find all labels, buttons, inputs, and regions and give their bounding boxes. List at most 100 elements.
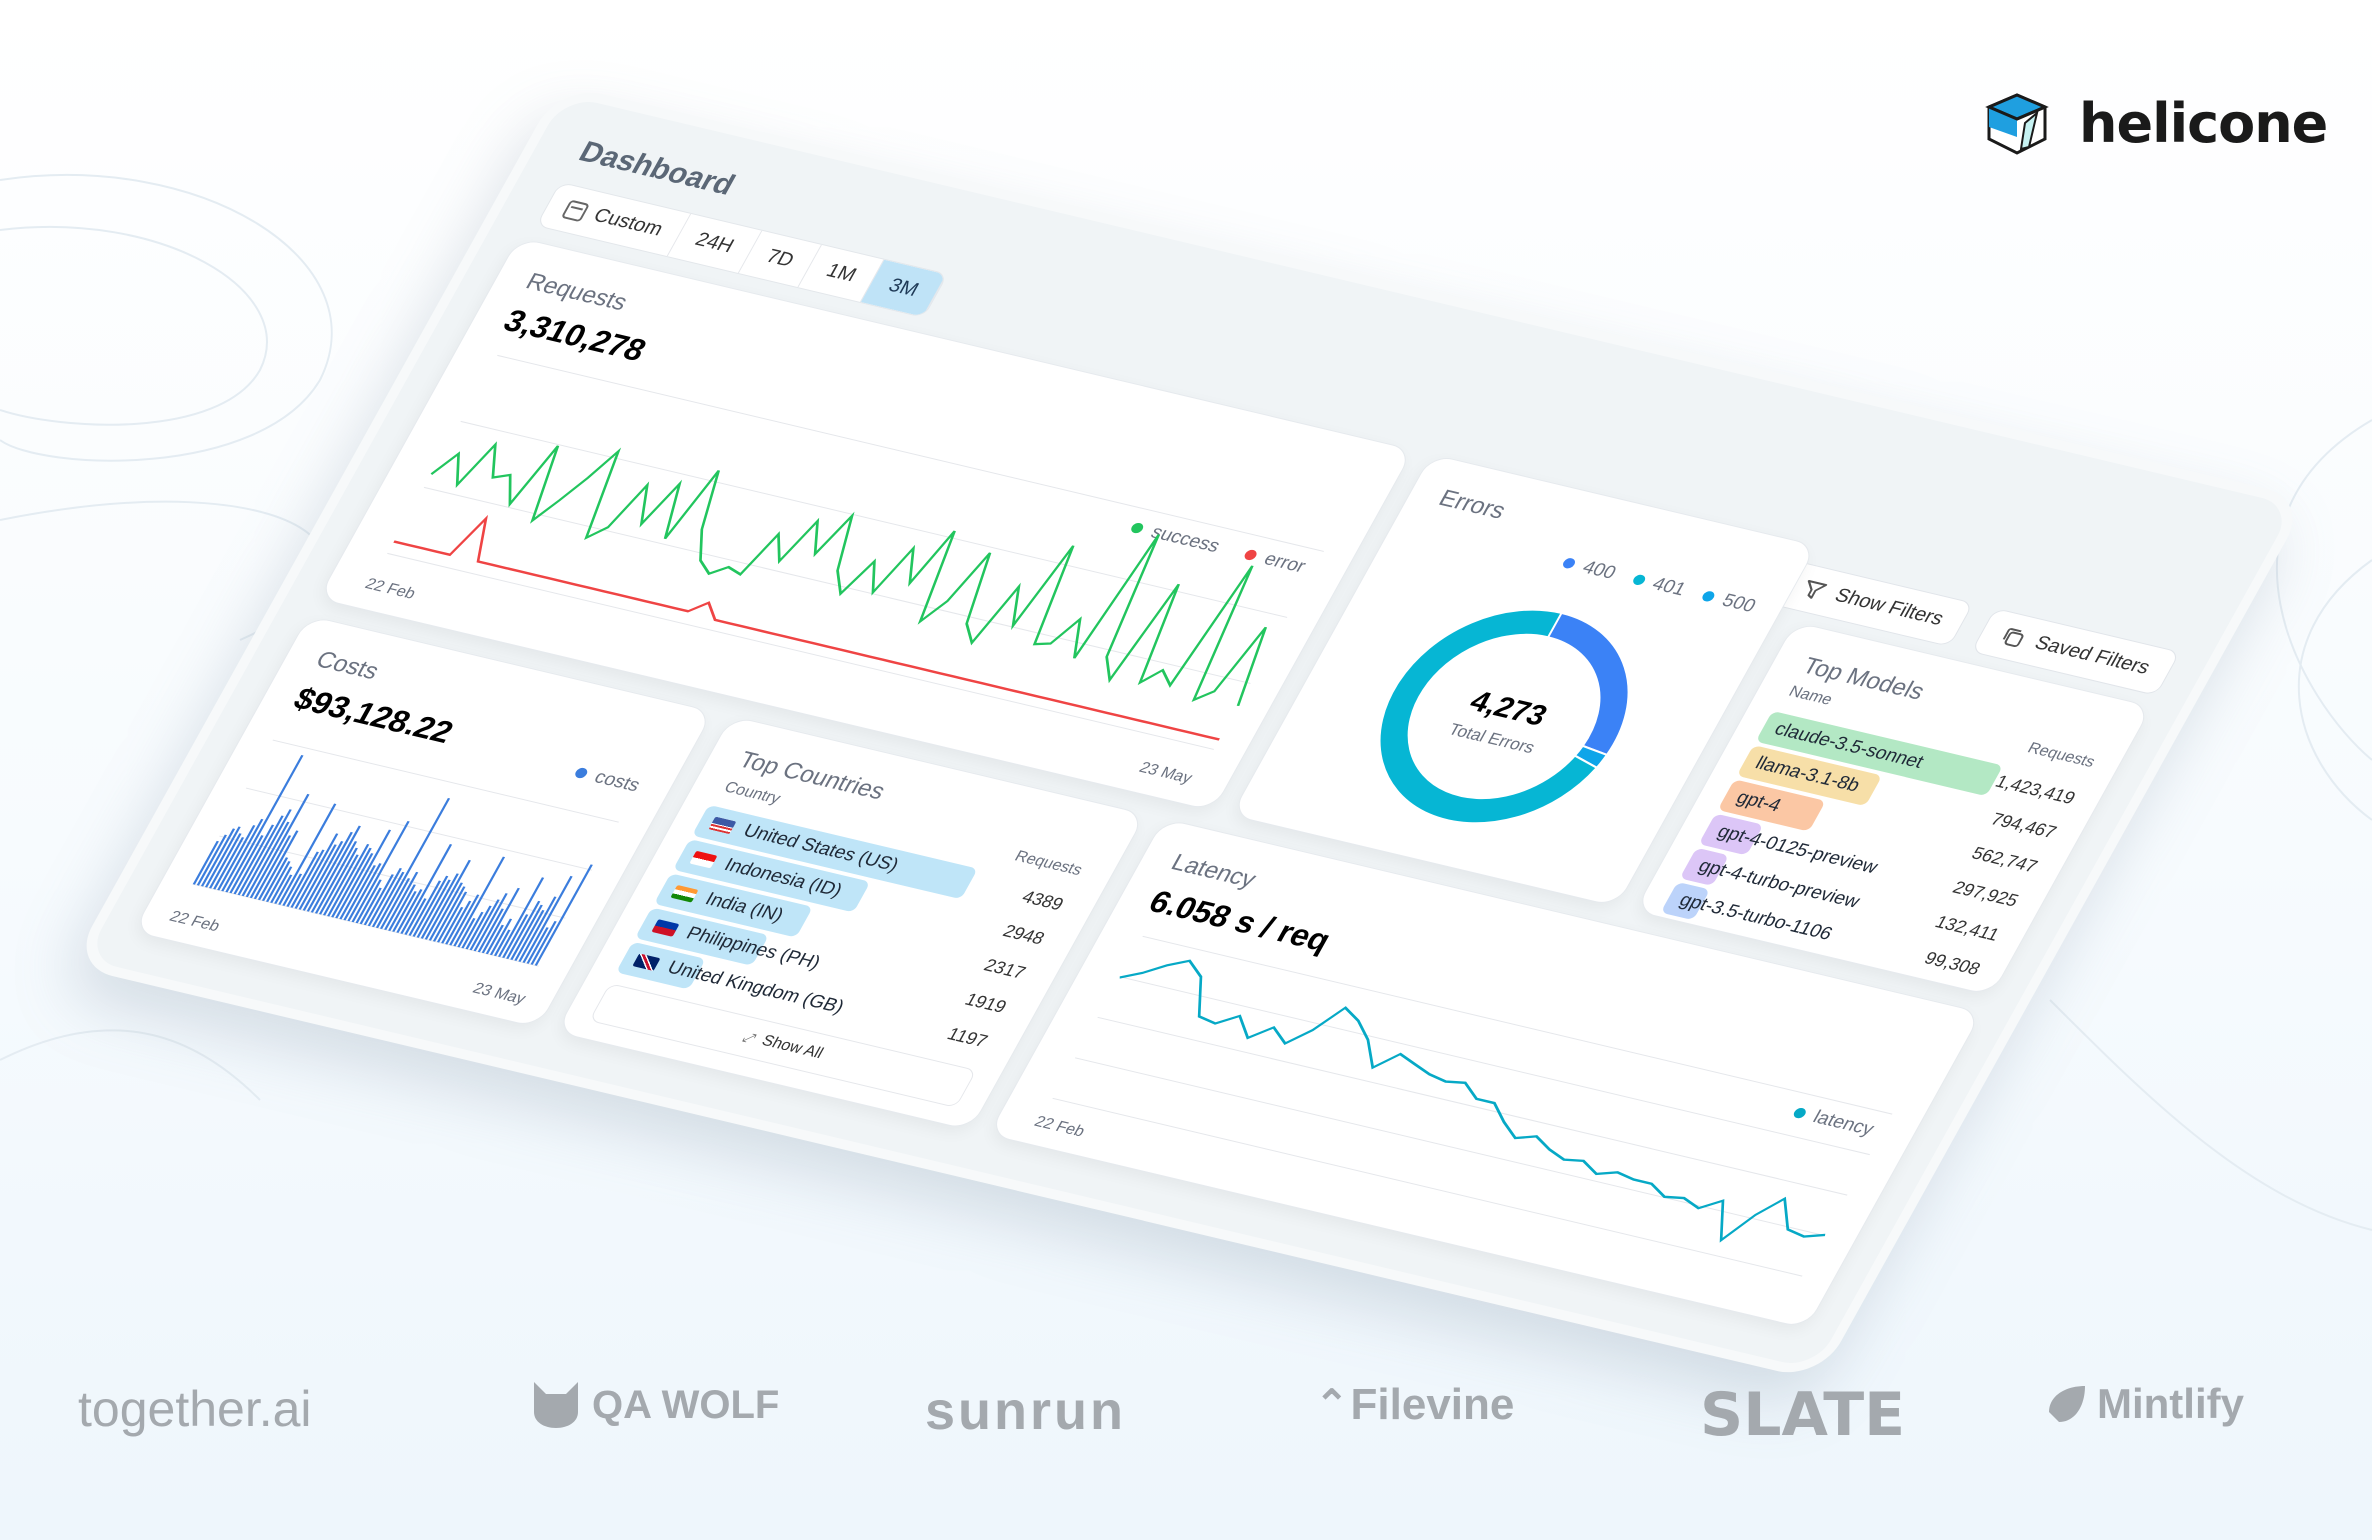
series-line-error xyxy=(393,514,1220,741)
partner-logo-slate: SLATE xyxy=(1700,1380,1905,1450)
model-requests: 562,747 xyxy=(1968,843,2041,877)
partner-logo-filevine: ⌃ Filevine xyxy=(1315,1380,1514,1430)
cost-bar xyxy=(208,833,242,889)
legend-label: 401 xyxy=(1648,573,1690,601)
gridline xyxy=(1119,976,1870,1156)
gridline xyxy=(460,420,1288,618)
cost-bar xyxy=(204,826,241,888)
copy-stack-icon xyxy=(2003,627,2025,647)
latency-title: Latency xyxy=(1166,849,1261,893)
cost-bar xyxy=(359,887,382,925)
cost-bar xyxy=(310,825,361,913)
cost-bar xyxy=(489,918,513,956)
cost-bar xyxy=(298,844,337,910)
cost-bar xyxy=(522,875,573,963)
series-line-success xyxy=(430,441,1268,706)
partner-logo-sunrun: sunrun xyxy=(925,1380,1126,1442)
cost-bar xyxy=(314,841,358,914)
time-range-label: 7D xyxy=(762,245,798,272)
column-header-requests: Requests xyxy=(1011,848,1086,879)
model-requests: 1,423,419 xyxy=(1992,771,2079,808)
cost-bar xyxy=(465,905,492,950)
cost-bar xyxy=(518,896,557,962)
cost-bar xyxy=(200,828,236,887)
legend-dot xyxy=(572,766,589,780)
errors-donut-chart[interactable] xyxy=(1314,570,1694,863)
legend-label: 400 xyxy=(1578,557,1620,584)
x-axis-start: 22 Feb xyxy=(361,575,419,603)
donut-slice-401[interactable] xyxy=(1336,587,1669,846)
saved-filters-button[interactable]: Saved Filters xyxy=(1970,607,2181,696)
cost-bar xyxy=(375,797,451,929)
cost-bar xyxy=(445,900,472,945)
time-range-custom[interactable]: Custom xyxy=(537,182,692,257)
partner-name: together.ai xyxy=(78,1381,312,1437)
cost-bar xyxy=(192,840,219,885)
latency-area xyxy=(1052,960,1826,1277)
cost-bar xyxy=(420,873,459,939)
cost-bar xyxy=(302,841,344,911)
legend-costs: costs xyxy=(570,762,644,797)
latency-area-chart[interactable] xyxy=(1048,935,1893,1285)
gridline xyxy=(423,486,1251,684)
partner-name: QA WOLF xyxy=(592,1382,780,1427)
requests-line-chart[interactable] xyxy=(377,354,1325,767)
cost-bar xyxy=(270,866,293,903)
dashboard-window: Dashboard Custom 24H 7D 1M 3M Show Filters S… xyxy=(70,84,2310,1381)
gridline xyxy=(387,552,1215,750)
cost-bar xyxy=(404,898,427,935)
gridline xyxy=(1097,1016,1848,1196)
flag-us-icon xyxy=(708,816,737,835)
cost-bar xyxy=(469,899,500,951)
gridline xyxy=(245,787,593,871)
costs-bar-chart[interactable] xyxy=(188,739,619,975)
cost-bar xyxy=(282,873,303,906)
series-line-latency xyxy=(1119,959,1826,1243)
cost-bar xyxy=(481,887,520,954)
legend-500: 500 xyxy=(1698,586,1760,618)
model-requests: 132,411 xyxy=(1931,911,2003,945)
time-range-label: Custom xyxy=(589,204,667,241)
cost-bar xyxy=(416,879,451,938)
time-range-label: 24H xyxy=(691,228,738,257)
cost-bar xyxy=(432,886,466,942)
filter-actions: Show Filters Saved Filters xyxy=(1770,560,2181,696)
cost-bar xyxy=(449,894,480,946)
cost-bar xyxy=(221,818,264,892)
costs-card: Costs $93,128.22 costs 22 Feb 23 May xyxy=(132,615,714,1029)
cost-bar xyxy=(530,921,557,965)
cost-bar xyxy=(392,891,417,932)
cost-bar xyxy=(485,924,504,955)
cost-bar xyxy=(526,927,549,964)
show-filters-label: Show Filters xyxy=(1830,584,1948,630)
cost-bar xyxy=(278,803,337,905)
cost-bar xyxy=(506,900,541,959)
partner-logos: together.ai QA WOLF sunrun ⌃ Filevine SL… xyxy=(0,1380,2372,1470)
mintlify-leaf-icon xyxy=(2049,1386,2085,1422)
partner-name: SLATE xyxy=(1700,1380,1906,1450)
brand-name: helicone xyxy=(2079,92,2328,155)
errors-title: Errors xyxy=(1434,485,1511,525)
country-requests: 1197 xyxy=(943,1023,992,1051)
cost-bar xyxy=(510,904,543,960)
cost-bar xyxy=(412,875,449,937)
cost-bar xyxy=(274,874,293,904)
model-requests: 297,925 xyxy=(1949,877,2022,911)
cost-bar xyxy=(441,907,464,944)
costs-title: Costs xyxy=(311,646,384,685)
cost-bar xyxy=(257,830,299,901)
cost-bar xyxy=(493,929,511,957)
show-filters-button[interactable]: Show Filters xyxy=(1770,560,1975,647)
legend-label: 500 xyxy=(1718,590,1760,617)
cost-bar xyxy=(229,835,264,894)
cost-bar xyxy=(351,820,410,923)
saved-filters-label: Saved Filters xyxy=(2030,632,2154,679)
x-axis-end: 23 May xyxy=(469,980,529,1008)
cost-bar xyxy=(196,834,227,886)
cost-bar xyxy=(371,871,405,928)
helicone-cube-icon xyxy=(1985,92,2049,155)
country-requests: 2948 xyxy=(999,921,1049,949)
expand-icon: ⤢ xyxy=(740,1028,760,1046)
cost-bar xyxy=(261,857,289,902)
partner-name: Mintlify xyxy=(2097,1380,2244,1427)
